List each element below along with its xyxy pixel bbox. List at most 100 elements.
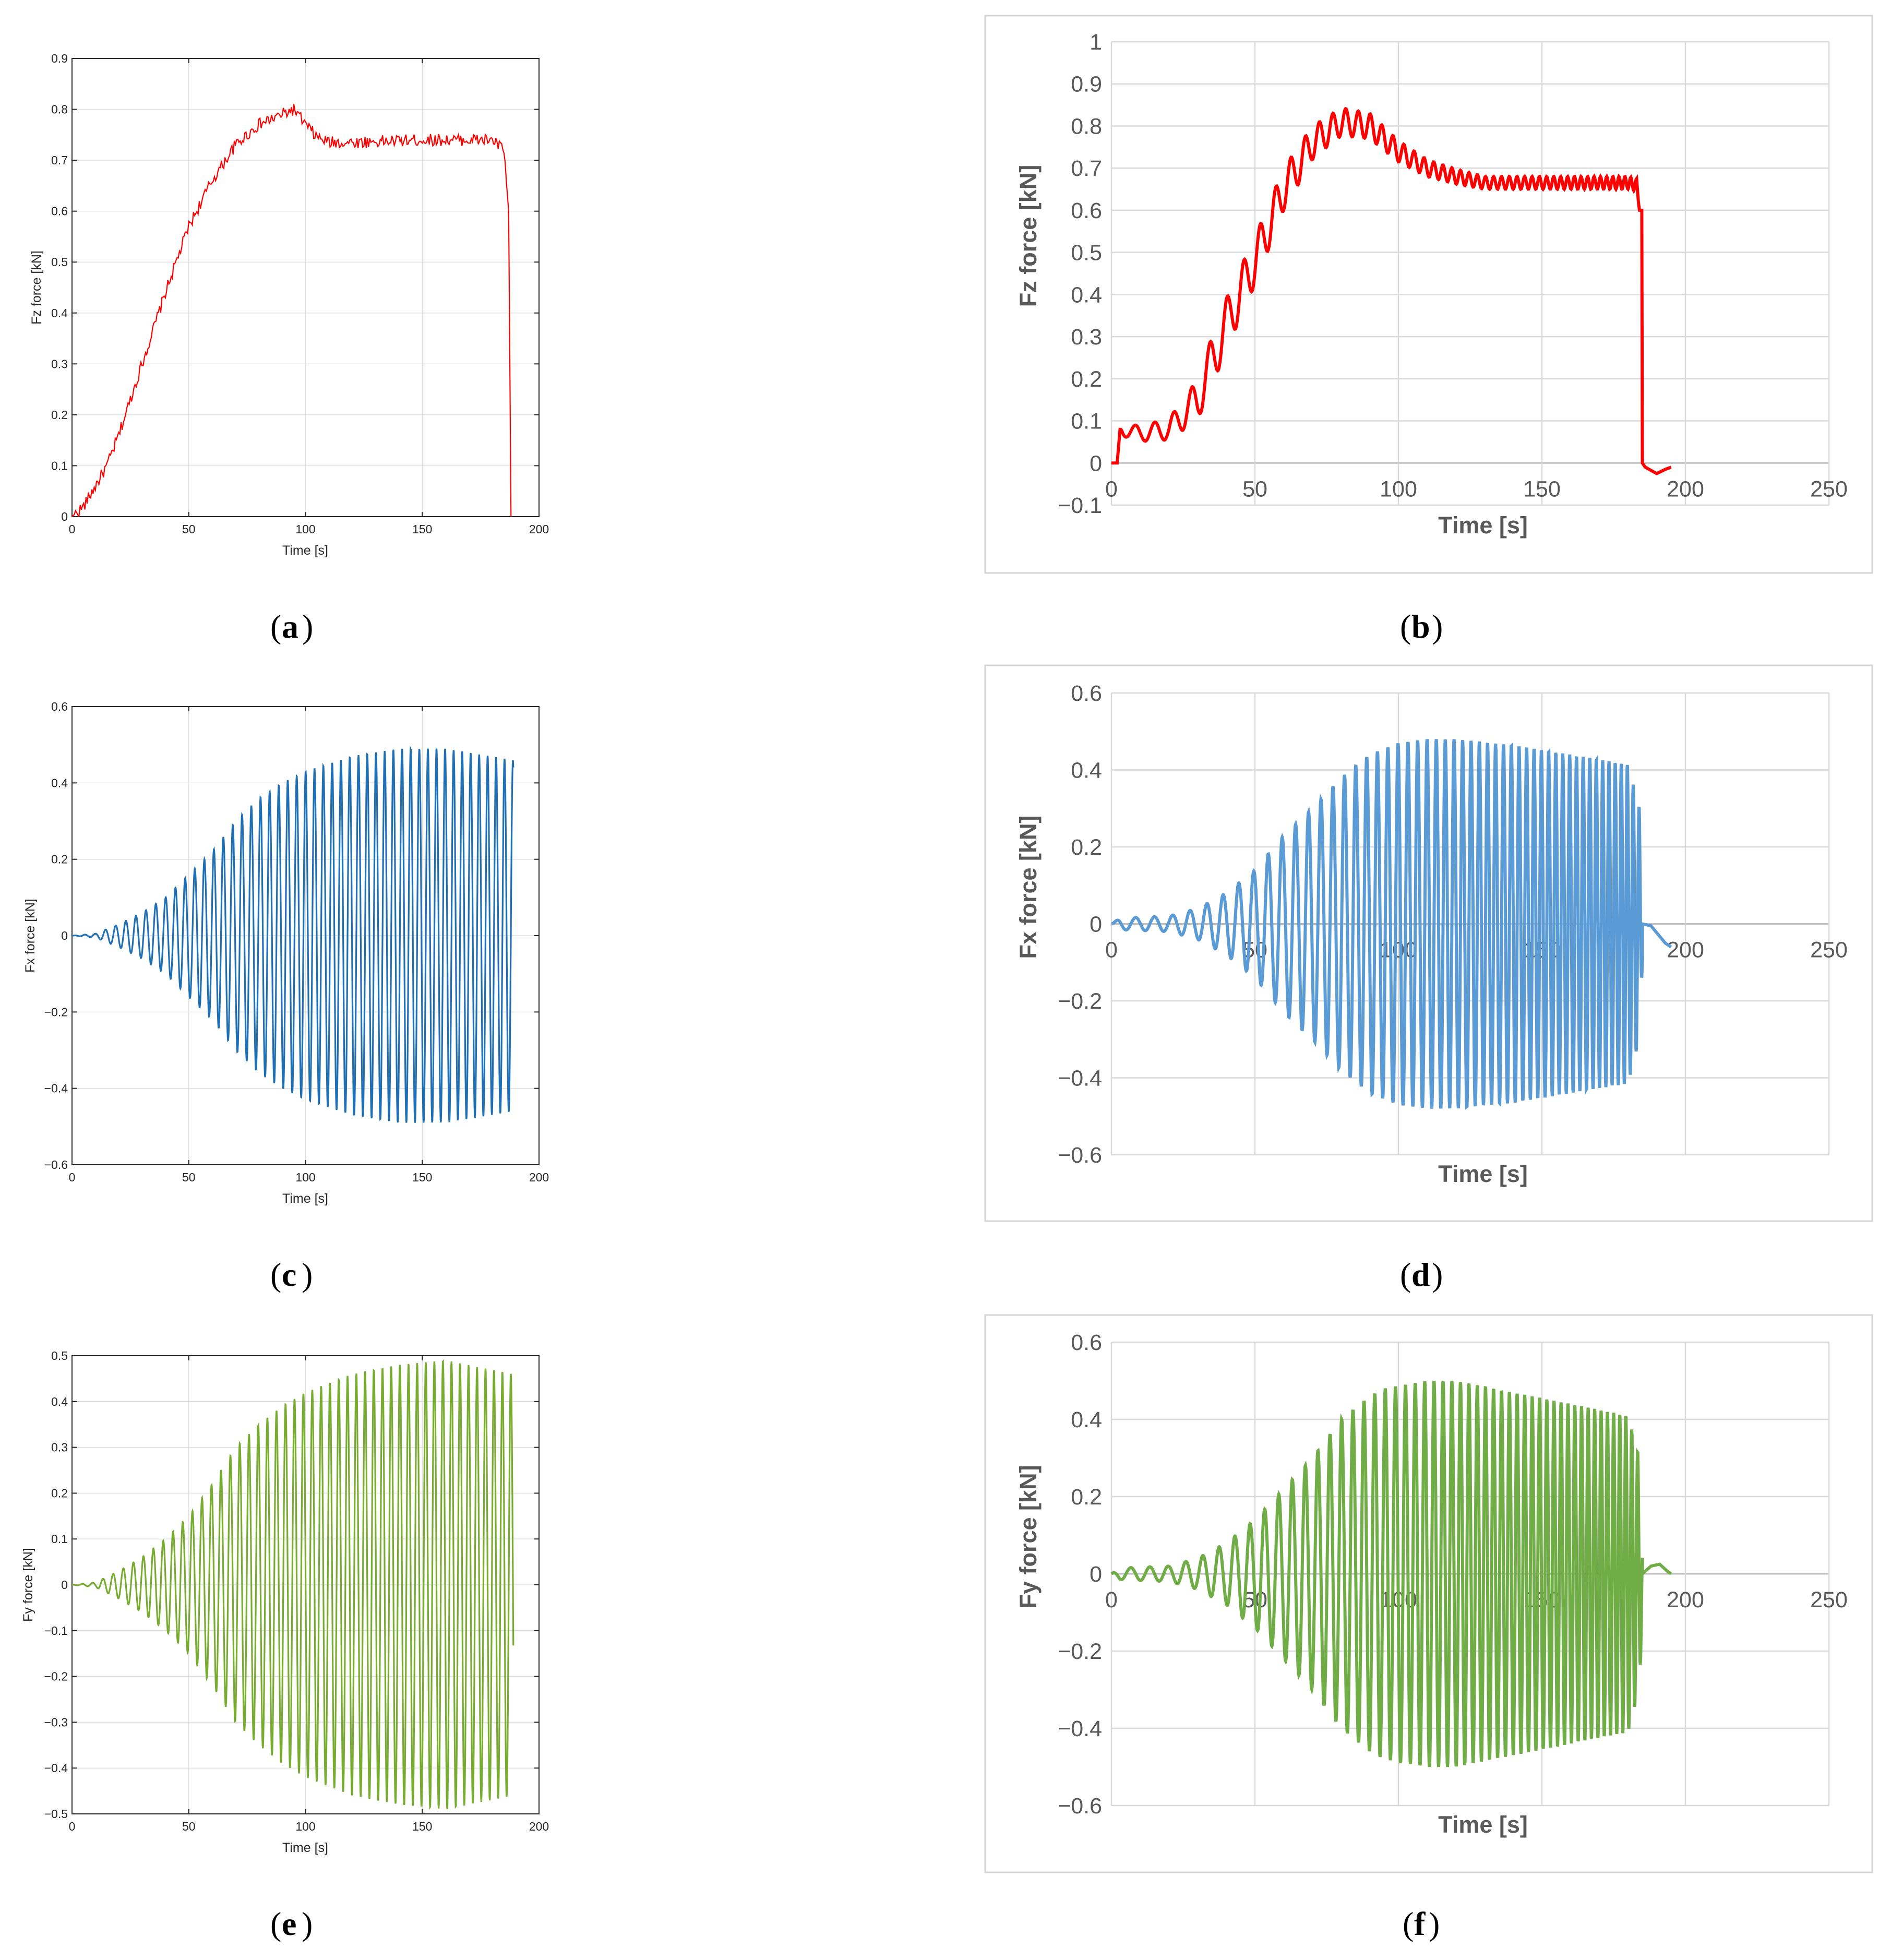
series-fy-measured xyxy=(72,1359,514,1810)
y-tick-label: 0 xyxy=(1090,1562,1102,1587)
caption-open-paren: ( xyxy=(1403,1905,1414,1942)
x-tick-label: 150 xyxy=(1523,476,1561,501)
y-tick-label: 0.9 xyxy=(51,52,68,65)
y-tick-label: 0.1 xyxy=(51,459,68,472)
x-axis-label-b: Time [s] xyxy=(1438,512,1528,539)
ticks-e: 0 50 100 150 200 −0.5 −0.4 −0.3 −0.2 −0.1 0 0.1 0.2 0… xyxy=(44,1349,549,1833)
x-tick-label: 0 xyxy=(1105,1587,1118,1612)
x-axis-label-d: Time [s] xyxy=(1438,1161,1528,1187)
y-tick-label: 0.2 xyxy=(1071,835,1102,860)
x-tick-label: 200 xyxy=(1667,1587,1704,1612)
y-tick-label: −0.6 xyxy=(44,1158,68,1172)
y-tick-label: 0 xyxy=(1090,912,1102,937)
caption-letter: c xyxy=(282,1256,296,1293)
x-tick-label: 250 xyxy=(1810,1587,1848,1612)
y-tick-label: 0.1 xyxy=(51,1532,68,1546)
y-tick-label: 0.6 xyxy=(1071,1330,1102,1355)
caption-open-paren: ( xyxy=(270,1256,281,1293)
caption-close-paren: ) xyxy=(302,1256,313,1293)
x-tick-label: 200 xyxy=(1667,476,1704,501)
caption-a: ( a ) xyxy=(270,608,313,645)
caption-c: ( c ) xyxy=(270,1256,313,1293)
series-fz-simulated xyxy=(1111,106,1672,475)
y-tick-label: 0.4 xyxy=(51,776,68,790)
ticks-c: 0 50 100 150 200 −0.6 −0.4 −0.2 0 0.2 0.4 0.6 xyxy=(44,700,549,1184)
caption-letter: b xyxy=(1411,608,1430,645)
y-axis-label-a: Fz force [kN] xyxy=(29,250,44,325)
panel-a: 0 50 100 150 200 0 0.1 0.2 0.3 0.4 0.5 0.6 0.7 0.8 0.9… xyxy=(29,52,549,645)
y-tick-label: −0.4 xyxy=(44,1761,68,1775)
y-tick-label: 0.6 xyxy=(51,700,68,713)
x-tick-label: 50 xyxy=(1242,476,1267,501)
caption-open-paren: ( xyxy=(1400,1256,1411,1293)
y-axis-label-b: Fz force [kN] xyxy=(1015,165,1042,307)
x-tick-label: 50 xyxy=(182,1170,196,1184)
series-fx-simulated xyxy=(1111,739,1672,1110)
x-tick-label: 50 xyxy=(182,1820,196,1833)
caption-open-paren: ( xyxy=(270,1905,281,1942)
y-tick-label: −0.2 xyxy=(44,1670,68,1683)
y-tick-label: 1 xyxy=(1090,30,1102,55)
caption-close-paren: ) xyxy=(1432,1256,1443,1293)
y-tick-label: 0.4 xyxy=(1071,282,1102,307)
x-tick-label: 0 xyxy=(1105,938,1118,963)
x-axis-label-e: Time [s] xyxy=(282,1841,328,1855)
y-tick-label: 0.8 xyxy=(51,103,68,116)
grid-a xyxy=(72,58,539,517)
y-tick-label: −0.2 xyxy=(1058,1639,1102,1664)
x-tick-label: 250 xyxy=(1810,938,1848,963)
panel-e: 0 50 100 150 200 −0.5 −0.4 −0.3 −0.2 −0.1 0 0.1 0.2 0… xyxy=(21,1349,549,1942)
caption-letter: d xyxy=(1411,1256,1430,1293)
y-tick-label: −0.4 xyxy=(44,1082,68,1095)
y-axis-label-c: Fx force [kN] xyxy=(23,899,38,973)
caption-letter: e xyxy=(282,1905,296,1942)
y-tick-label: 0 xyxy=(1090,451,1102,476)
y-tick-label: 0 xyxy=(61,929,68,942)
y-tick-label: 0.7 xyxy=(1071,156,1102,181)
y-tick-label: 0.5 xyxy=(1071,241,1102,266)
y-tick-label: 0.2 xyxy=(51,853,68,866)
y-tick-label: 0.2 xyxy=(1071,367,1102,392)
y-tick-label: −0.6 xyxy=(1058,1143,1102,1168)
y-tick-label: 0.8 xyxy=(1071,114,1102,139)
panel-d: −0.6−0.4−0.200.20.40.60 50 100 150 200 250 Ti… xyxy=(984,664,1873,1293)
caption-letter: a xyxy=(282,608,298,645)
y-tick-label: −0.4 xyxy=(1058,1716,1102,1741)
y-tick-label: 0.4 xyxy=(51,1395,68,1408)
x-tick-label: 200 xyxy=(529,1170,549,1184)
y-tick-label: 0.3 xyxy=(1071,325,1102,350)
y-tick-label: 0 xyxy=(61,1578,68,1592)
y-tick-label: −0.2 xyxy=(1058,989,1102,1014)
x-tick-label: 100 xyxy=(1380,476,1417,501)
y-tick-label: 0.6 xyxy=(1071,198,1102,223)
y-tick-label: −0.3 xyxy=(44,1715,68,1729)
x-tick-label: 0 xyxy=(69,522,76,536)
y-tick-label: −0.4 xyxy=(1058,1066,1102,1091)
y-tick-label: 0.4 xyxy=(1071,1407,1102,1432)
x-tick-label: 100 xyxy=(295,1820,315,1833)
caption-close-paren: ) xyxy=(1429,1905,1440,1942)
x-tick-label: 0 xyxy=(69,1170,76,1184)
caption-b: ( b ) xyxy=(1400,608,1443,645)
x-tick-label: 50 xyxy=(182,522,196,536)
y-axis-label-e: Fy force [kN] xyxy=(21,1548,35,1622)
y-tick-label: 0.2 xyxy=(1071,1485,1102,1510)
y-tick-label: 0.2 xyxy=(51,408,68,422)
y-tick-label: −0.2 xyxy=(44,1005,68,1019)
y-tick-label: 0.4 xyxy=(1071,758,1102,783)
x-tick-label: 200 xyxy=(1667,938,1704,963)
y-tick-label: 0.6 xyxy=(1071,681,1102,706)
y-tick-label: 0.7 xyxy=(51,153,68,167)
series-fy-simulated xyxy=(1110,1380,1672,1767)
caption-open-paren: ( xyxy=(1400,608,1411,645)
x-tick-label: 150 xyxy=(412,1820,432,1833)
y-tick-label: 0.1 xyxy=(1071,409,1102,434)
y-tick-label: 0.4 xyxy=(51,306,68,320)
ticks-b: −0.100.10.20.30.40.50.60.70.80.910 50 100 1… xyxy=(1058,30,1848,518)
x-tick-label: 100 xyxy=(295,522,315,536)
y-tick-label: 0.6 xyxy=(51,205,68,218)
series-fz-measured xyxy=(71,104,512,518)
caption-f: ( f ) xyxy=(1403,1905,1440,1942)
caption-d: ( d ) xyxy=(1400,1256,1443,1293)
